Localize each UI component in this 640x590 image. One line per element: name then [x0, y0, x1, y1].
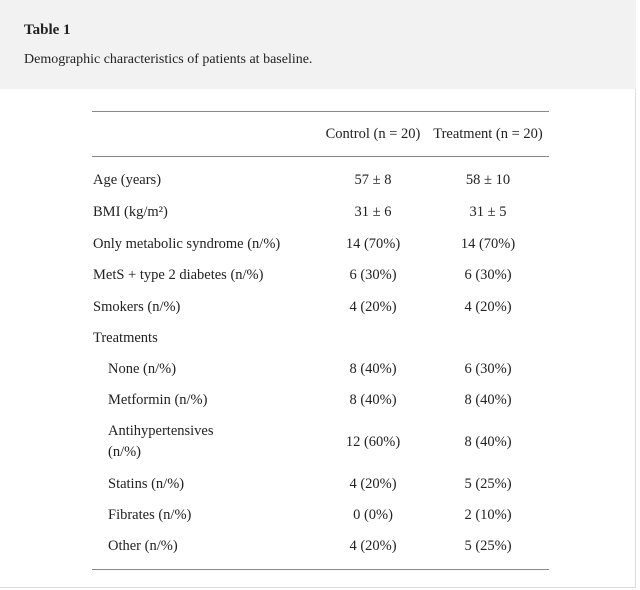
row-label-metabolic-syndrome: Only metabolic syndrome (n/%)	[93, 236, 281, 252]
row-control-other: 4 (20%)	[349, 538, 397, 554]
row-control-statins: 4 (20%)	[349, 476, 397, 492]
row-control-none: 8 (40%)	[349, 361, 397, 377]
row-treatment-metabolic-syndrome: 14 (70%)	[460, 236, 516, 252]
row-control-age: 57 ± 8	[354, 172, 392, 188]
row-label-age: Age (years)	[93, 172, 162, 188]
row-control-fibrates: 0 (0%)	[353, 507, 393, 523]
row-control-antihypertensives: 12 (60%)	[345, 434, 401, 450]
header-rule	[92, 156, 549, 157]
row-treatment-metformin: 8 (40%)	[464, 392, 512, 408]
column-header-control: Control (n = 20)	[325, 126, 421, 142]
row-treatment-statins: 5 (25%)	[464, 476, 512, 492]
row-treatment-antihypertensives: 8 (40%)	[464, 434, 512, 450]
row-control-mets-diabetes: 6 (30%)	[349, 267, 397, 283]
table-caption: Demographic characteristics of patients …	[24, 52, 313, 67]
row-treatment-bmi: 31 ± 5	[469, 204, 507, 220]
row-label-antihypertensives-unit: (n/%)	[108, 444, 142, 460]
row-label-smokers: Smokers (n/%)	[93, 299, 181, 315]
row-label-metformin: Metformin (n/%)	[108, 392, 208, 408]
table-header-band: Table 1 Demographic characteristics of p…	[0, 0, 636, 89]
row-treatment-other: 5 (25%)	[464, 538, 512, 554]
table-label: Table 1	[24, 22, 71, 38]
row-label-bmi: BMI (kg/m²)	[93, 204, 168, 220]
row-control-metformin: 8 (40%)	[349, 392, 397, 408]
row-control-bmi: 31 ± 6	[354, 204, 392, 220]
row-treatment-fibrates: 2 (10%)	[464, 507, 512, 523]
column-header-treatment: Treatment (n = 20)	[433, 126, 543, 142]
row-label-fibrates: Fibrates (n/%)	[108, 507, 192, 523]
row-treatment-none: 6 (30%)	[464, 361, 512, 377]
row-label-statins: Statins (n/%)	[108, 476, 185, 492]
row-label-antihypertensives: Antihypertensives	[108, 423, 214, 439]
row-treatment-age: 58 ± 10	[465, 172, 511, 188]
row-label-treatments: Treatments	[93, 330, 158, 346]
row-label-mets-diabetes: MetS + type 2 diabetes (n/%)	[93, 267, 264, 283]
row-label-other: Other (n/%)	[108, 538, 178, 554]
row-treatment-mets-diabetes: 6 (30%)	[464, 267, 512, 283]
row-control-smokers: 4 (20%)	[349, 299, 397, 315]
row-treatment-smokers: 4 (20%)	[464, 299, 512, 315]
top-rule	[92, 111, 549, 112]
row-control-metabolic-syndrome: 14 (70%)	[345, 236, 401, 252]
bottom-rule	[92, 569, 549, 570]
row-label-none: None (n/%)	[108, 361, 177, 377]
